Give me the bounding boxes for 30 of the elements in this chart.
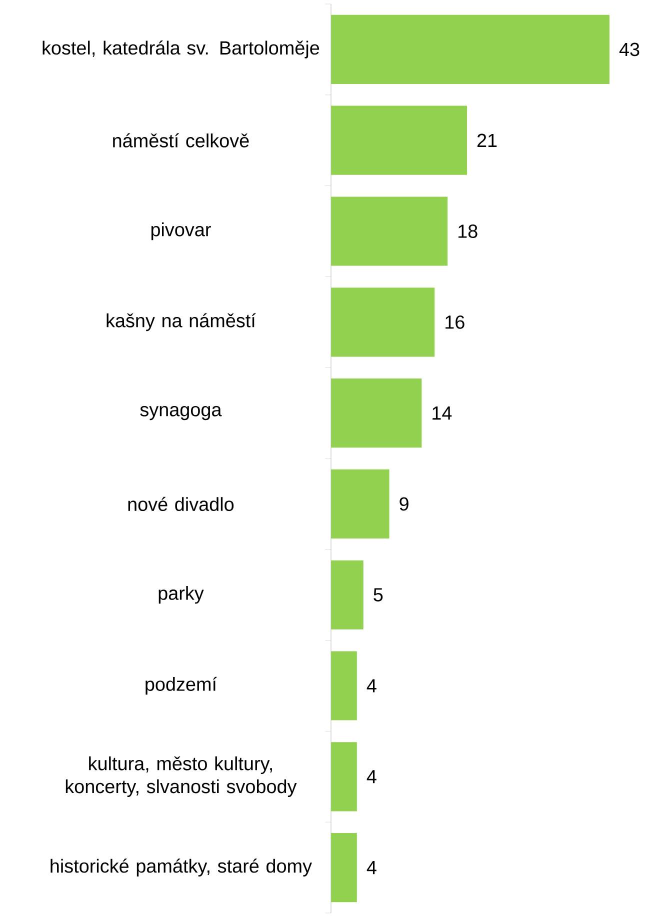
data-label: 9 — [400, 497, 408, 511]
data-label: 18 — [458, 224, 478, 238]
data-label: 14 — [432, 406, 452, 420]
y-tick-label: náměstí celkově — [113, 133, 249, 148]
data-label: 21 — [477, 134, 497, 147]
y-tick-label: kultura, město kultury, koncerty, slvanosti svobody — [66, 756, 297, 797]
y-tick-label: pivovar — [151, 222, 211, 240]
bar — [331, 378, 422, 448]
data-label: 4 — [366, 861, 376, 874]
bar — [331, 196, 448, 266]
y-tick-label: kostel, katedrála sv. Bartoloměje — [42, 40, 320, 58]
bar — [331, 742, 357, 812]
bar — [331, 651, 357, 720]
bar — [331, 288, 435, 357]
y-tick-label: nové divadlo — [128, 496, 234, 512]
data-label: 16 — [446, 315, 464, 329]
data-label: 4 — [366, 679, 376, 692]
y-tick-label: parky — [158, 586, 204, 604]
y-tick-label: kašny na náměstí — [106, 313, 256, 332]
data-label: 4 — [366, 770, 376, 784]
bar — [331, 560, 364, 630]
data-label: 43 — [619, 42, 640, 56]
y-tick-label: historické památky, staré domy — [50, 858, 312, 876]
bar — [331, 14, 610, 84]
bar — [331, 833, 357, 902]
bar — [331, 106, 467, 175]
y-tick-label: podzemí — [146, 676, 217, 695]
bar — [331, 469, 390, 538]
data-label: 5 — [374, 588, 383, 602]
y-tick-label: synagoga — [140, 406, 222, 420]
